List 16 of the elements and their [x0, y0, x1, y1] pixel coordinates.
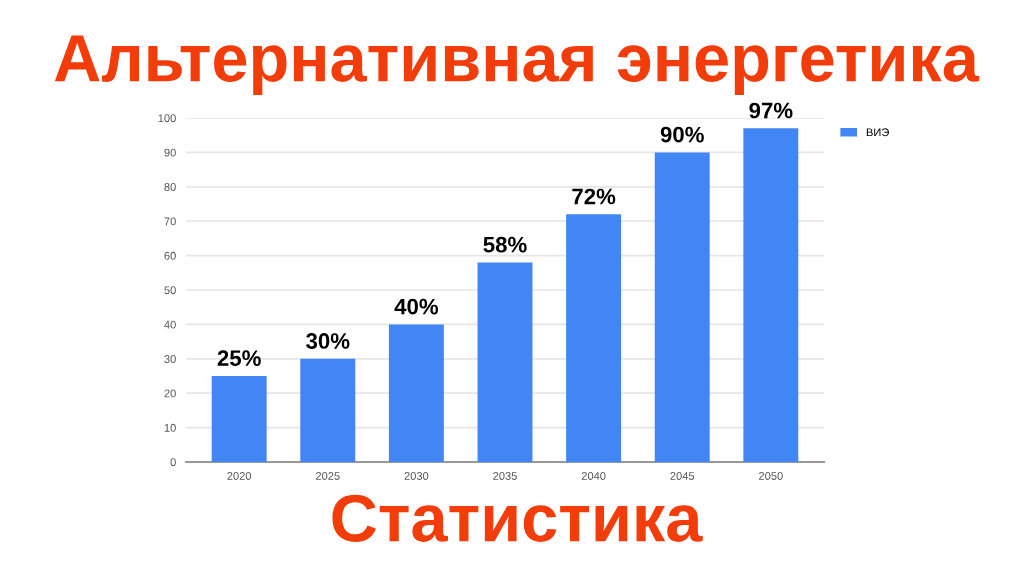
data-label: 90% — [660, 126, 704, 143]
data-label: 72% — [572, 188, 616, 205]
bar — [654, 152, 710, 462]
bar — [300, 358, 356, 462]
data-label: 58% — [483, 236, 527, 253]
chart-title: Альтернативная энергетика — [54, 35, 980, 96]
data-label: 30% — [306, 333, 350, 349]
bar — [743, 128, 799, 462]
data-label: 25% — [217, 350, 261, 367]
bar — [566, 214, 622, 462]
bar — [211, 376, 267, 462]
bar — [477, 262, 533, 462]
bar — [388, 324, 444, 462]
data-label: 40% — [394, 298, 439, 315]
text: Статистика — [332, 494, 703, 542]
data-label: 97% — [749, 102, 793, 119]
